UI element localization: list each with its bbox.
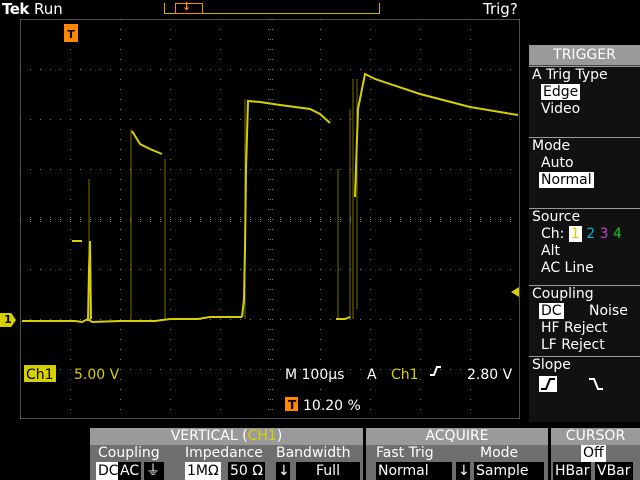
record-length-indicator: ↓ [164, 0, 380, 14]
vertical-title-ch: CH1 [247, 428, 277, 444]
trig-source-alt[interactable]: Alt [541, 243, 560, 259]
impedance-50[interactable]: 50 Ω [228, 462, 265, 480]
run-state: Run [34, 0, 63, 18]
trig-source-ch4[interactable]: 4 [612, 226, 622, 242]
trig-source-section[interactable]: Source Ch: 1 2 3 4 Alt AC Line [529, 208, 640, 285]
trig-coupling-noise[interactable]: Noise [589, 303, 628, 319]
channel1-ground-marker[interactable]: 1 [0, 313, 16, 327]
coupling-dc[interactable]: DC [96, 462, 121, 480]
rising-slope-icon [541, 378, 555, 390]
trig-coupling-hf-reject[interactable]: HF Reject [541, 320, 608, 336]
falling-slope-icon [589, 378, 603, 390]
record-view-window [175, 3, 203, 14]
trigger-point-marker-label: T [64, 28, 78, 42]
trig-type-edge[interactable]: Edge [541, 84, 581, 100]
trig-source-ch-prefix: Ch: [541, 226, 565, 242]
vertical-panel: VERTICAL (CH1) Coupling Impedance Bandwi… [90, 428, 363, 480]
trig-source-ac-line[interactable]: AC Line [541, 260, 594, 276]
slope-falling-button[interactable] [587, 376, 605, 392]
acquire-panel: ACQUIRE Fast Trig Mode Normal ↓ Sample [366, 428, 548, 480]
ground-icon[interactable]: ⏚ [144, 462, 164, 480]
down-arrow-icon: ↓ [456, 462, 470, 480]
cursor-vbar[interactable]: VBar [595, 462, 633, 480]
fast-trig-value[interactable]: Normal [376, 462, 452, 480]
trig-coupling-label: Coupling [532, 286, 594, 302]
trig-coupling-lf-reject[interactable]: LF Reject [541, 337, 605, 353]
trig-type-section[interactable]: A Trig Type Edge Video [529, 66, 640, 137]
trigger-menu: TRIGGER A Trig Type Edge Video Mode Auto… [529, 45, 640, 422]
trigger-position-icon: T [288, 398, 297, 412]
trig-mode-auto[interactable]: Auto [541, 155, 574, 171]
trig-source-label: Source [532, 209, 581, 225]
impedance-1m[interactable]: 1MΩ [185, 462, 221, 480]
bandwidth-label: Bandwidth [276, 445, 351, 461]
cursor-hbar[interactable]: HBar [553, 462, 592, 480]
slope-rising-button[interactable] [539, 376, 557, 392]
trigger-position: 10.20 % [303, 398, 361, 414]
trig-coupling-section[interactable]: Coupling DC Noise HF Reject LF Reject [529, 285, 640, 356]
trig-mode-normal-label: Normal [539, 172, 594, 188]
cursor-panel: CURSOR Off HBar VBar [551, 428, 640, 480]
trig-slope-section[interactable]: Slope [529, 356, 640, 422]
trig-mode-label: Mode [532, 138, 571, 154]
trigger-point-marker[interactable]: T [64, 24, 78, 42]
trig-type-edge-label: Edge [541, 84, 581, 100]
bandwidth-value[interactable]: Full [296, 462, 360, 480]
acquire-panel-title: ACQUIRE [366, 428, 548, 445]
trig-type-label: A Trig Type [532, 67, 608, 83]
down-arrow-icon: ↓ [276, 462, 290, 480]
waveform-display: Ch1 5.00 V M 100µs A Ch1 2.80 V T 10.20 … [20, 19, 520, 419]
vertical-title-suffix: ) [276, 428, 283, 444]
vertical-panel-title: VERTICAL (CH1) [90, 428, 363, 445]
fast-trig-label: Fast Trig [376, 445, 434, 461]
trig-source-ch2[interactable]: 2 [586, 226, 596, 242]
channel1-trace-persistence [88, 79, 358, 319]
trigger-mode-letter: A [367, 367, 377, 383]
trig-source-ch3[interactable]: 3 [599, 226, 609, 242]
coupling-ac[interactable]: AC [118, 462, 142, 480]
cursor-panel-title: CURSOR [551, 428, 640, 445]
trigger-menu-title: TRIGGER [529, 45, 640, 66]
coupling-label: Coupling [98, 445, 160, 461]
trigger-level-marker[interactable] [511, 287, 519, 297]
trig-coupling-dc[interactable]: DC [539, 303, 564, 319]
impedance-label: Impedance [185, 445, 263, 461]
trig-mode-normal[interactable]: Normal [539, 172, 594, 188]
trigger-state: Trig? [483, 0, 518, 18]
cursor-off[interactable]: Off [581, 445, 606, 462]
timebase: M 100µs [285, 367, 344, 383]
trig-coupling-dc-label: DC [539, 303, 564, 319]
trig-source-ch1[interactable]: 1 [568, 226, 582, 242]
trigger-level: 2.80 V [467, 367, 513, 383]
vertical-title-prefix: VERTICAL ( [170, 428, 248, 444]
rising-edge-icon [430, 366, 441, 376]
trig-source-channels[interactable]: Ch: 1 2 3 4 [541, 226, 622, 242]
trig-slope-label: Slope [532, 357, 571, 373]
channel-label: Ch1 [26, 367, 54, 383]
trig-mode-section[interactable]: Mode Auto Normal [529, 137, 640, 208]
channel-scale: 5.00 V [74, 367, 120, 383]
acquire-mode-value[interactable]: Sample [474, 462, 544, 480]
trigger-position-marker-icon: ↓ [182, 0, 192, 13]
trigger-source: Ch1 [391, 367, 419, 383]
acquire-mode-label: Mode [480, 445, 519, 461]
graticule [20, 19, 511, 410]
brand-logo: Tek [2, 0, 29, 18]
trig-type-video[interactable]: Video [541, 101, 581, 117]
